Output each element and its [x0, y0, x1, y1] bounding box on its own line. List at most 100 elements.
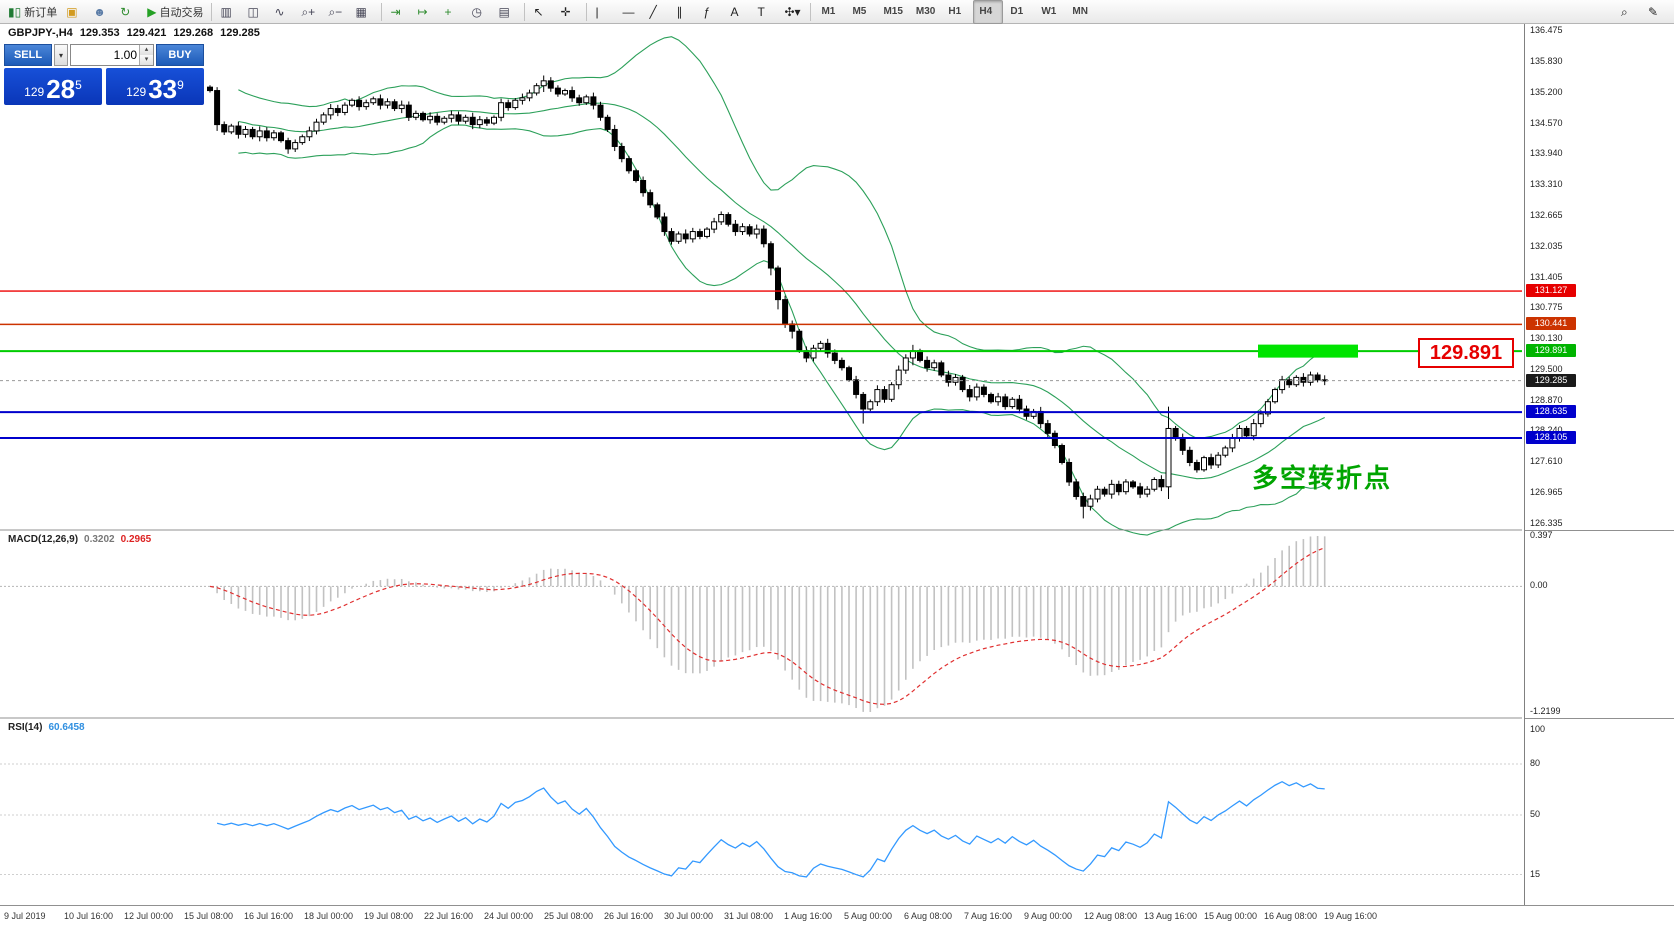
macd-name: MACD(12,26,9): [8, 534, 79, 545]
time-axis-label: 12 Aug 08:00: [1084, 911, 1138, 921]
time-axis-label: 10 Jul 16:00: [64, 911, 114, 921]
crosshair-icon-button[interactable]: ✛: [556, 1, 582, 23]
cursor-icon-button[interactable]: ↖: [529, 1, 555, 23]
new-order-button[interactable]: ▮▯ 新订单: [4, 1, 61, 23]
tile-windows-icon-button[interactable]: ▦: [351, 1, 377, 23]
buy-button[interactable]: BUY: [156, 44, 204, 66]
zoom-in-glyph: ⌕+: [301, 4, 316, 19]
turning-point-annotation: 多空转折点: [1252, 463, 1393, 493]
rsi-axis-label: 50: [1530, 809, 1541, 819]
edit-icon-button[interactable]: ✎: [1644, 1, 1670, 23]
zoom-out-button[interactable]: ⌕−: [324, 1, 350, 23]
rsi-axis-label: 100: [1530, 724, 1546, 734]
indicators-button[interactable]: +: [440, 1, 466, 23]
autotrading-glyph: ▶: [147, 4, 157, 19]
time-axis-label: 1 Aug 16:00: [784, 911, 833, 921]
text-tool-button[interactable]: A: [726, 1, 752, 23]
bid-big: 28: [46, 74, 76, 104]
price-axis-label: 135.200: [1530, 86, 1563, 97]
bid-prefix: 129: [24, 85, 45, 99]
time-axis-label: 7 Aug 16:00: [964, 911, 1013, 921]
timeframe-w1-button-label: W1: [1041, 6, 1057, 17]
time-axis-label: 12 Jul 00:00: [124, 911, 174, 921]
timeframe-mn-button[interactable]: MN: [1066, 0, 1096, 24]
volume-field[interactable]: ▴▾: [70, 44, 154, 66]
crosshair-icon-glyph: ✛: [560, 4, 571, 19]
text-label-glyph: T: [757, 4, 765, 19]
time-axis-label: 16 Jul 16:00: [244, 911, 294, 921]
shapes-dropdown-button[interactable]: ✣▾: [780, 1, 806, 23]
fibonacci-button[interactable]: ƒ: [699, 1, 725, 23]
refresh-icon-button[interactable]: ↻: [116, 1, 142, 23]
candlestick-chart-icon-glyph: ◫: [247, 4, 259, 19]
price-axis-label: 135.830: [1530, 56, 1563, 67]
timeframe-h1-button[interactable]: H1: [942, 0, 972, 24]
line-chart-icon-button[interactable]: ∿: [270, 1, 296, 23]
bb-upper-band: [238, 36, 1325, 439]
chart-shift-button[interactable]: ↦: [413, 1, 439, 23]
periods-button[interactable]: ◷: [467, 1, 493, 23]
price-tag: 130.441: [1526, 317, 1576, 331]
price-tag: 131.127: [1526, 284, 1576, 298]
toolbar-separator: [586, 2, 588, 21]
text-label-button[interactable]: T: [753, 1, 779, 23]
timeframe-m30-button[interactable]: M30: [910, 0, 941, 24]
chart-shift-glyph: ↦: [417, 4, 428, 19]
bar-chart-icon-button[interactable]: ▥: [216, 1, 242, 23]
price-axis-label: 132.035: [1530, 240, 1563, 251]
timeframe-d1-button[interactable]: D1: [1004, 0, 1034, 24]
equidistant-channel-button[interactable]: ∥: [672, 1, 698, 23]
time-axis-label: 19 Aug 16:00: [1324, 911, 1378, 921]
zoom-out-glyph: ⌕−: [328, 4, 343, 19]
volume-dropdown-button[interactable]: ▾: [54, 44, 68, 66]
horizontal-line-glyph: —: [622, 4, 635, 19]
trendline-button[interactable]: ╱: [645, 1, 671, 23]
toolbar-separator: [524, 2, 526, 21]
toolbar: ▮▯ 新订单 ▣ ☻ ↻ ▶ 自动交易 ▥ ◫ ∿ ⌕+ ⌕− ▦ ⇥ ↦ + ◷ ▤ ↖ ✛ | — ╱ ∥ ƒ A T ✣▾ M1 M…: [0, 0, 1674, 24]
timeframe-h4-button[interactable]: H4: [973, 0, 1004, 24]
market-watch-icon-glyph: ▣: [66, 4, 78, 19]
volume-down-button[interactable]: ▾: [140, 55, 153, 65]
sell-button[interactable]: SELL: [4, 44, 52, 66]
macd-signal-line: [209, 547, 1325, 705]
macd-axis-label: 0.397: [1530, 530, 1553, 540]
rsi-axis-label: 80: [1530, 758, 1541, 768]
horizontal-line-button[interactable]: —: [618, 1, 644, 23]
macd-axis-label: 0.00: [1530, 580, 1548, 591]
refresh-icon-glyph: ↻: [120, 4, 131, 19]
volume-input[interactable]: [71, 45, 153, 65]
timeframe-d1-button-label: D1: [1010, 6, 1024, 17]
vertical-line-button[interactable]: |: [591, 1, 617, 23]
timeframe-m5-button[interactable]: M5: [846, 0, 876, 24]
price-tag: 129.285: [1526, 373, 1576, 387]
time-axis[interactable]: 9 Jul 2019 10 Jul 16:00 12 Jul 00:00 15 Jul…: [0, 905, 1674, 949]
time-axis-label: 15 Jul 08:00: [184, 911, 234, 921]
timeframe-m1-button[interactable]: M1: [815, 0, 845, 24]
price-axis-label: 133.310: [1530, 178, 1563, 189]
market-watch-icon-button[interactable]: ▣: [62, 1, 88, 23]
auto-scroll-button[interactable]: ⇥: [386, 1, 412, 23]
templates-glyph: ▤: [498, 4, 510, 19]
rsi-value: 60.6458: [48, 722, 85, 733]
volume-up-button[interactable]: ▴: [140, 45, 153, 55]
candlestick-chart-icon-button[interactable]: ◫: [243, 1, 269, 23]
autotrading-button[interactable]: ▶ 自动交易: [143, 1, 207, 23]
price-axis[interactable]: 136.475 135.830 135.200 134.570 133.940 133.3…: [1524, 24, 1674, 905]
shapes-dropdown-glyph: ✣▾: [784, 4, 801, 19]
templates-button[interactable]: ▤: [494, 1, 520, 23]
price-axis-label: 130.775: [1530, 302, 1563, 313]
timeframe-w1-button[interactable]: W1: [1035, 0, 1065, 24]
time-axis-label: 22 Jul 16:00: [424, 911, 474, 921]
chart-canvas[interactable]: [0, 24, 1522, 905]
ask-price-display[interactable]: 129 33 9: [106, 68, 204, 105]
timeframe-m15-button[interactable]: M15: [877, 0, 908, 24]
time-axis-label: 18 Jul 00:00: [304, 911, 354, 921]
zoom-in-button[interactable]: ⌕+: [297, 1, 323, 23]
fibonacci-glyph: ƒ: [703, 4, 711, 19]
accounts-icon-button[interactable]: ☻: [89, 1, 115, 23]
bar-chart-icon-glyph: ▥: [220, 4, 232, 19]
bid-price-display[interactable]: 129 28 5: [4, 68, 102, 105]
search-icon-button[interactable]: ⌕: [1617, 1, 1643, 23]
